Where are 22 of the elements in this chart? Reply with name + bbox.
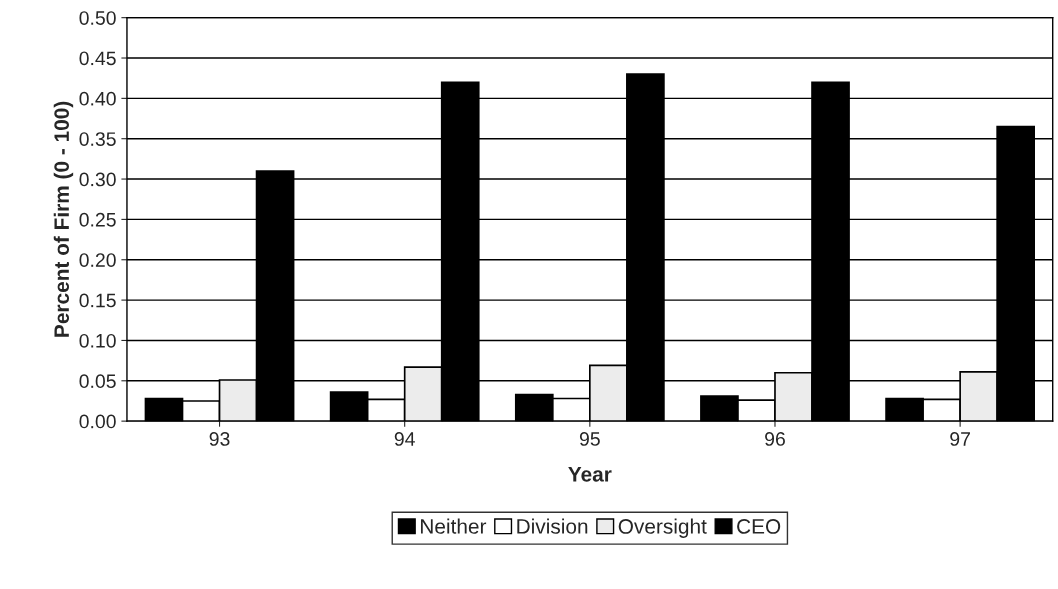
y-tick-label: 0.30 (79, 172, 116, 187)
x-tick-label: 93 (209, 432, 230, 446)
legend-label: Oversight (618, 518, 707, 538)
y-tick-label: 0.00 (79, 414, 116, 429)
legend-label: Neither (421, 518, 487, 534)
y-tick-label: 0.25 (79, 212, 116, 227)
y-tick-label: 0.45 (79, 51, 116, 66)
y-axis-title: Percent of Firm (0 - 100) (53, 101, 74, 337)
y-tick-label: 0.20 (79, 253, 116, 267)
x-tick-label: 96 (765, 432, 785, 446)
y-tick-label: 0.40 (79, 91, 116, 106)
y-tick-label: 0.10 (79, 333, 116, 348)
legend-label: Division (517, 518, 588, 534)
y-tick-label: 0.50 (79, 11, 116, 25)
x-axis-title: Year (568, 467, 612, 482)
x-tick-label: 94 (394, 432, 415, 446)
x-tick-label: 95 (579, 432, 600, 446)
x-tick-label: 97 (950, 432, 970, 446)
y-tick-label: 0.15 (79, 293, 116, 308)
y-tick-label: 0.05 (79, 374, 116, 389)
y-tick-label: 0.35 (79, 132, 116, 146)
legend-label: CEO (737, 519, 781, 534)
